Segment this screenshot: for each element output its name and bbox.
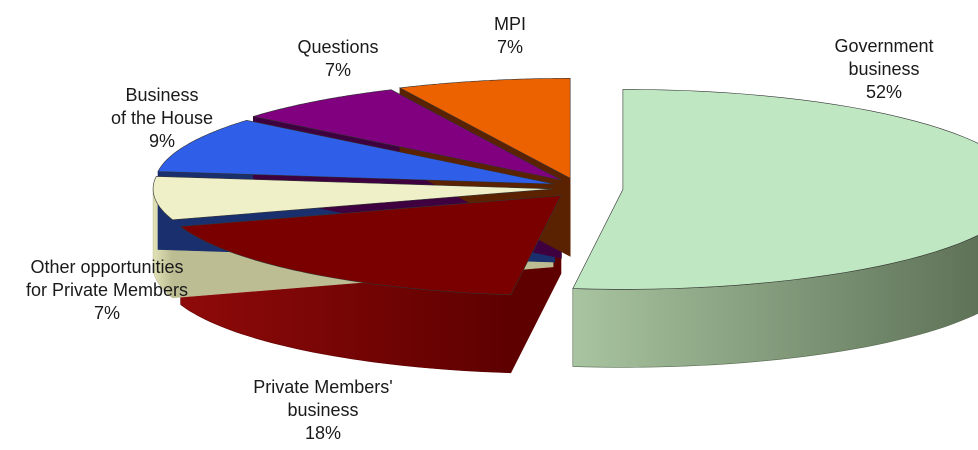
label-business-of-the-house-line1: Business — [125, 85, 199, 105]
label-questions-value: 7% — [324, 60, 352, 80]
label-private-members-business-line1: Private Members' — [253, 377, 393, 397]
label-questions-line1: Questions — [297, 37, 379, 57]
label-business-of-the-house-line2: of the House — [110, 108, 214, 128]
pie-slice-mpi — [398, 78, 571, 179]
label-government-business-line1: Government — [834, 36, 934, 56]
label-government-business-line2: business — [848, 59, 920, 79]
label-private-members-business-line2: business — [287, 400, 359, 420]
label-private-members-business: Private Members' business 18% — [253, 376, 392, 445]
label-mpi-value: 7% — [496, 37, 524, 57]
label-mpi: MPI 7% — [494, 13, 526, 59]
label-questions: Questions 7% — [297, 36, 378, 82]
label-other-opportunities-line1: Other opportunities — [30, 257, 184, 277]
label-government-business-value: 52% — [865, 82, 903, 102]
label-other-opportunities-line2: for Private Members — [25, 280, 189, 300]
label-government-business: Government business 52% — [834, 35, 933, 104]
label-other-opportunities: Other opportunities for Private Members … — [26, 256, 188, 325]
pie-slice-business-of-the-house — [157, 119, 555, 185]
pie-slice-other-opportunities — [152, 176, 554, 221]
label-mpi-line1: MPI — [493, 14, 527, 34]
label-business-of-the-house-value: 9% — [148, 131, 176, 151]
pie-slice-government-business — [572, 89, 978, 290]
label-business-of-the-house: Business of the House 9% — [111, 84, 213, 153]
pie-slice-private-members-business — [179, 195, 562, 296]
pie-slice-questions — [253, 89, 562, 181]
label-other-opportunities-value: 7% — [93, 303, 121, 323]
label-private-members-business-value: 18% — [304, 423, 342, 443]
pie-slice-tops — [152, 78, 978, 296]
